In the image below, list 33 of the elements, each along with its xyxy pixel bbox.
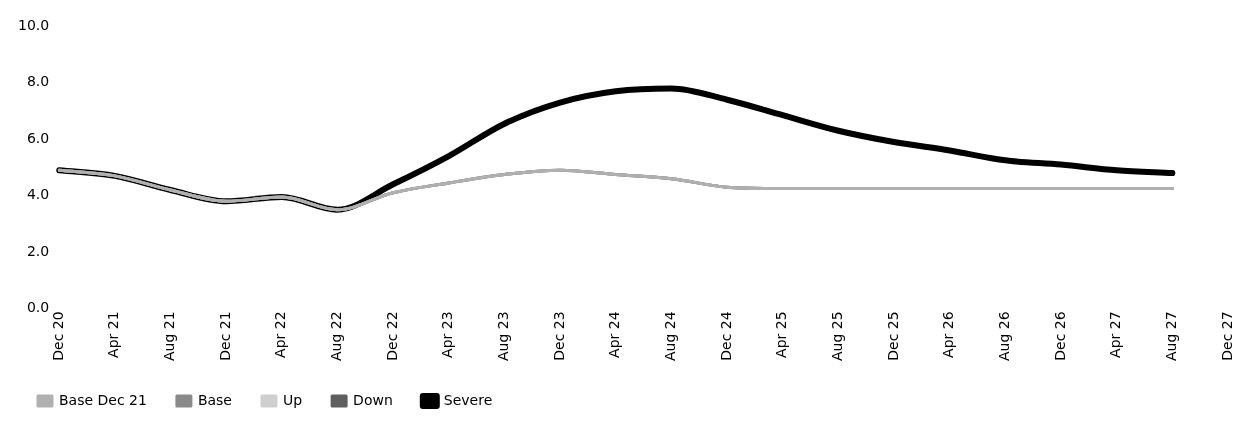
- x-tick-label: Aug 23: [495, 311, 512, 362]
- y-tick-label: 2.0: [26, 242, 50, 259]
- x-tick-label: Aug 27: [1162, 311, 1179, 362]
- y-tick-label: 10.0: [18, 17, 50, 34]
- x-tick-label: Dec 25: [884, 311, 901, 361]
- x-tick-label: Aug 21: [161, 311, 178, 362]
- x-tick-label: Aug 22: [328, 311, 345, 362]
- y-tick-label: 6.0: [26, 129, 50, 146]
- x-tick-label: Dec 26: [1051, 311, 1068, 361]
- x-tick-label: Aug 24: [662, 311, 679, 362]
- legend-label: Severe: [443, 391, 493, 408]
- x-tick-label: Dec 24: [717, 311, 734, 361]
- x-tick-label: Aug 25: [829, 311, 846, 362]
- legend-label: Down: [353, 391, 393, 408]
- x-tick-label: Dec 22: [383, 311, 400, 361]
- x-tick-label: Dec 21: [216, 311, 233, 361]
- legend-label: Base Dec 21: [59, 391, 147, 408]
- x-tick-label: Dec 27: [1218, 311, 1235, 361]
- y-tick-label: 8.0: [26, 73, 50, 90]
- x-tick-label: Apr 25: [773, 311, 790, 358]
- x-tick-label: Apr 22: [272, 311, 289, 358]
- legend-label: Up: [282, 391, 303, 408]
- x-tick-label: Apr 24: [606, 311, 623, 358]
- y-tick-label: 4.0: [26, 186, 50, 203]
- x-tick-label: Apr 26: [940, 311, 957, 358]
- legend-label: Base: [197, 391, 232, 408]
- x-tick-label: Apr 27: [1107, 311, 1124, 358]
- x-tick-label: Dec 23: [550, 311, 567, 361]
- y-tick-label: 0.0: [26, 299, 50, 316]
- x-tick-label: Apr 21: [105, 311, 122, 358]
- x-tick-label: Apr 23: [439, 311, 456, 358]
- x-tick-label: Dec 20: [49, 311, 66, 361]
- x-tick-label: Aug 26: [996, 311, 1013, 362]
